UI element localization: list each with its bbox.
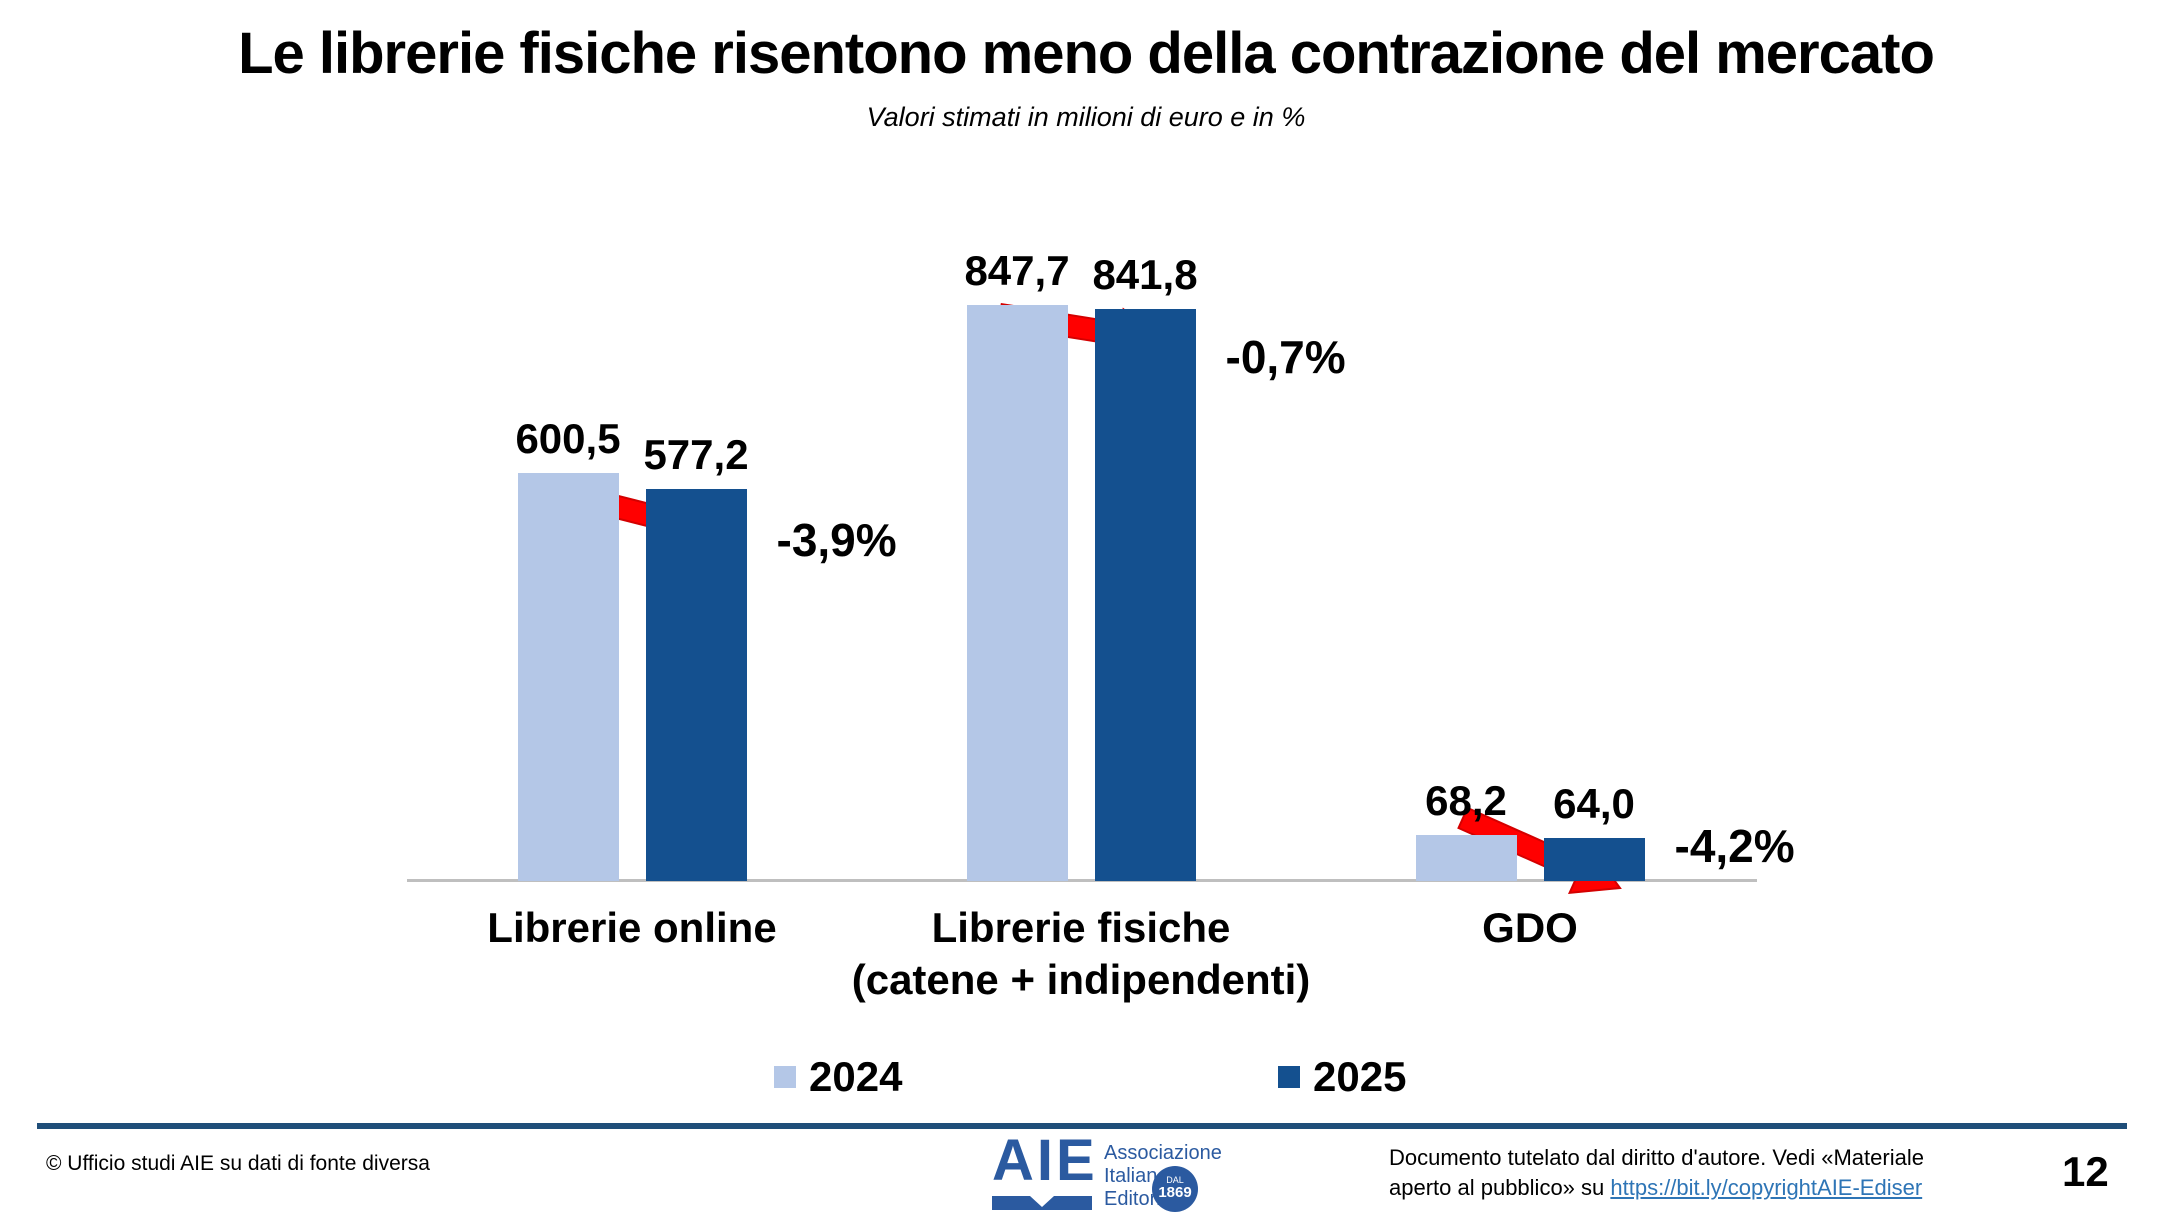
category-label-line: GDO bbox=[1482, 904, 1578, 951]
footer-source-text: © Ufficio studi AIE su dati di fonte div… bbox=[46, 1152, 430, 1175]
value-label-2024-group-1: 600,5 bbox=[515, 415, 621, 462]
legend-label-2024: 2024 bbox=[809, 1053, 903, 1100]
legend-swatch-2025 bbox=[1278, 1066, 1300, 1088]
footer-divider bbox=[37, 1123, 2127, 1129]
aie-logo-text: Associazione Italiana Editori bbox=[1104, 1142, 1222, 1211]
category-label-line: Librerie online bbox=[487, 904, 777, 951]
legend-label-2025: 2025 bbox=[1313, 1053, 1407, 1100]
copyright-notice: Documento tutelato dal diritto d'autore.… bbox=[1389, 1143, 1924, 1203]
page-number: 12 bbox=[2062, 1148, 2109, 1195]
slide-title: Le librerie fisiche risentono meno della… bbox=[238, 21, 1935, 86]
slide-subtitle: Valori stimati in milioni di euro e in % bbox=[866, 102, 1306, 132]
change-label-group-2: -0,7% bbox=[1225, 331, 1346, 383]
bar-2025-group-2 bbox=[1094, 309, 1196, 881]
bar-2025-group-3 bbox=[1543, 838, 1645, 881]
copyright-link[interactable]: https://bit.ly/copyrightAIE-Ediser bbox=[1610, 1175, 1923, 1200]
copyright-line-2-prefix: aperto al pubblico» su bbox=[1389, 1175, 1611, 1200]
aie-logo-line-3: Editori bbox=[1104, 1188, 1161, 1210]
category-label-group-2: Librerie fisiche (catene + indipendenti) bbox=[852, 902, 1311, 1006]
copyright-line-1: Documento tutelato dal diritto d'autore.… bbox=[1389, 1145, 1924, 1170]
value-label-2024-group-3: 68,2 bbox=[1425, 777, 1507, 824]
aie-badge-year: 1869 bbox=[1158, 1184, 1192, 1201]
aie-logo-acronym: AIE bbox=[992, 1128, 1098, 1193]
aie-badge-dal: DAL bbox=[1166, 1175, 1184, 1185]
bar-2024-group-2 bbox=[966, 305, 1068, 881]
category-label-line: (catene + indipendenti) bbox=[851, 956, 1311, 1003]
value-label-2025-group-3: 64,0 bbox=[1553, 780, 1635, 827]
category-label-line: Librerie fisiche bbox=[931, 904, 1231, 951]
value-label-2024-group-2: 847,7 bbox=[964, 247, 1070, 294]
bar-2024-group-3 bbox=[1415, 835, 1517, 881]
legend-swatch-2024 bbox=[774, 1066, 796, 1088]
value-label-2025-group-1: 577,2 bbox=[643, 431, 749, 478]
change-label-group-3: -4,2% bbox=[1674, 820, 1795, 872]
bar-2024-group-1 bbox=[517, 473, 619, 881]
value-label-2025-group-2: 841,8 bbox=[1092, 251, 1198, 298]
aie-badge-1869: DAL 1869 bbox=[1152, 1166, 1198, 1212]
aie-logo-line-1: Associazione bbox=[1104, 1142, 1222, 1164]
legend-item-2025: 2025 bbox=[1278, 1056, 1406, 1098]
open-book-icon bbox=[992, 1196, 1092, 1210]
change-label-group-1: -3,9% bbox=[776, 514, 897, 566]
category-label-group-1: Librerie online bbox=[487, 902, 776, 954]
aie-logo: AIE Associazione Italiana Editori DAL 18… bbox=[992, 1132, 1232, 1220]
category-label-group-3: GDO bbox=[1482, 902, 1578, 954]
x-axis-line bbox=[407, 879, 1757, 882]
legend-item-2024: 2024 bbox=[774, 1056, 902, 1098]
bar-2025-group-1 bbox=[645, 489, 747, 881]
